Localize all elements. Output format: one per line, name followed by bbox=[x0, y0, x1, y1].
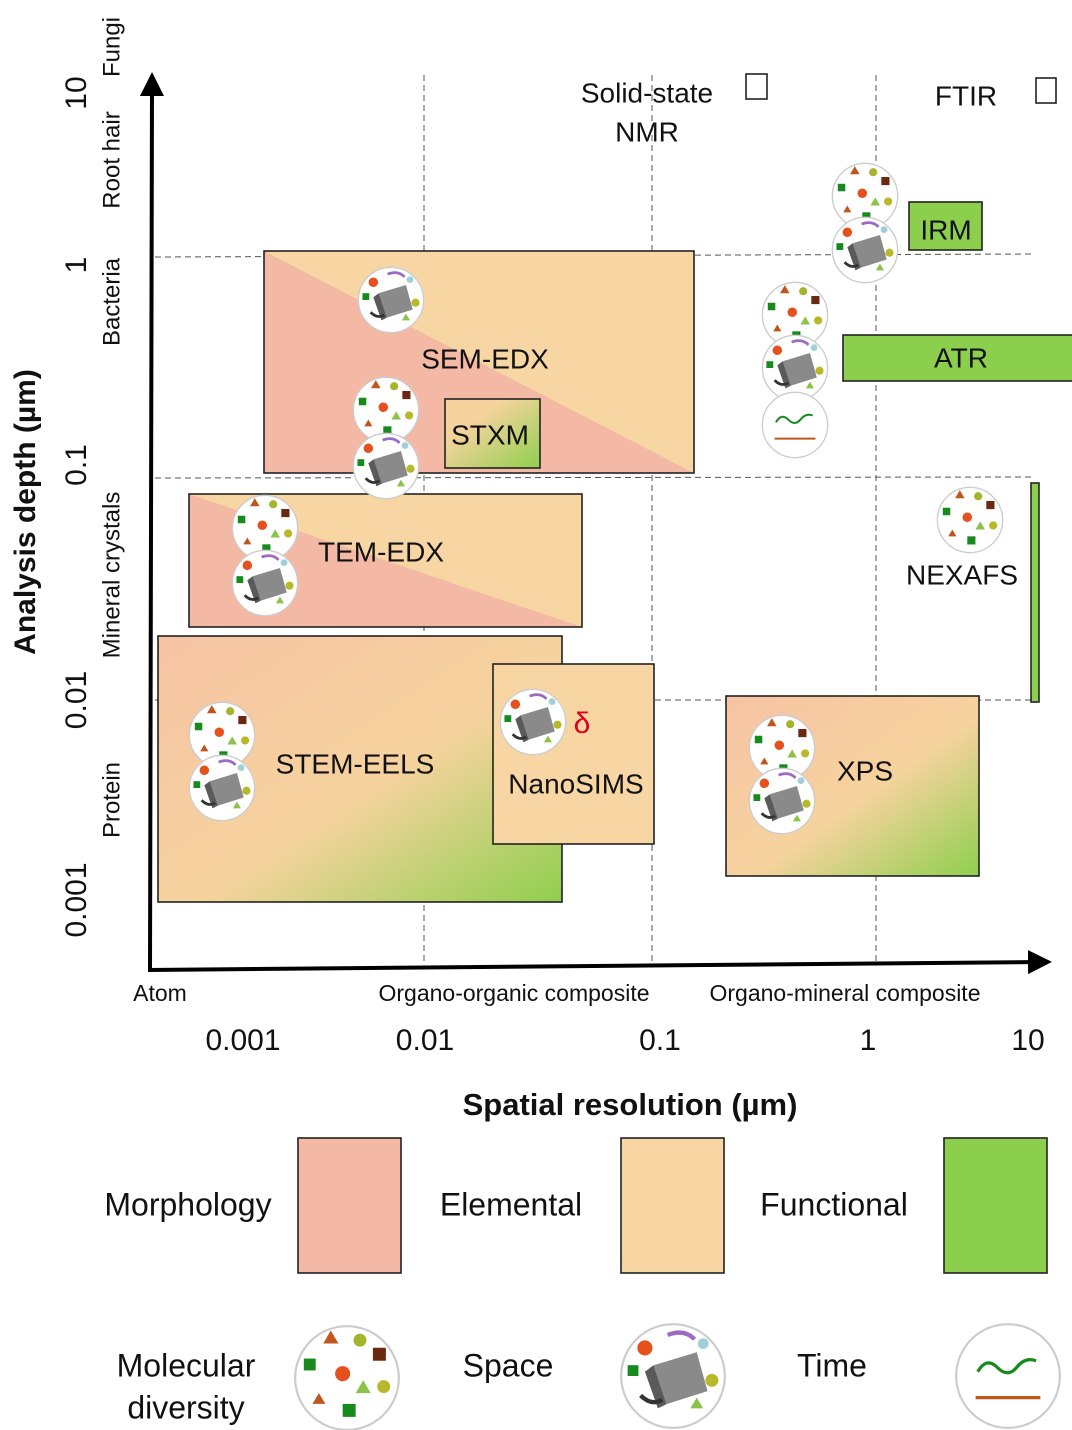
legend-label: diversity bbox=[127, 1389, 244, 1425]
technique-label: SEM-EDX bbox=[421, 343, 549, 374]
x-tick-label: 1 bbox=[860, 1024, 877, 1057]
legend-label: Functional bbox=[760, 1186, 908, 1222]
legend-icon bbox=[295, 1326, 399, 1430]
legend-swatch bbox=[944, 1138, 1047, 1273]
legend-label: Elemental bbox=[440, 1186, 582, 1222]
y-tick-label: 10 bbox=[60, 76, 93, 109]
x-scale-label: Atom bbox=[133, 980, 187, 1006]
technique-label: TEM-EDX bbox=[318, 536, 444, 567]
y-tick-label: 0.01 bbox=[60, 671, 93, 729]
y-axis bbox=[150, 84, 152, 970]
y-tick-label: 1 bbox=[60, 257, 93, 274]
technique-label: Solid-state bbox=[581, 77, 713, 108]
x-tick-label: 0.1 bbox=[639, 1024, 681, 1057]
legend-swatch bbox=[298, 1138, 401, 1273]
y-scale-label: Protein bbox=[98, 762, 125, 838]
y-scale-label: Fungi bbox=[98, 17, 125, 77]
space-icon bbox=[762, 335, 827, 400]
space-icon bbox=[232, 550, 297, 615]
legend-swatch bbox=[621, 1138, 724, 1273]
space-icon bbox=[353, 433, 418, 498]
legend-icon bbox=[621, 1324, 725, 1428]
x-scale-label: Organo-mineral composite bbox=[709, 980, 980, 1006]
legend-label: Space bbox=[463, 1347, 554, 1383]
y-scale-label: Mineral crystals bbox=[98, 492, 125, 659]
x-tick-label: 0.001 bbox=[205, 1024, 280, 1057]
nmr-box bbox=[746, 74, 767, 99]
x-tick-label: 10 bbox=[1011, 1024, 1044, 1057]
legend-label: Morphology bbox=[104, 1186, 271, 1222]
space-icon bbox=[832, 217, 897, 282]
x-axis-title: Spatial resolution (µm) bbox=[463, 1087, 798, 1122]
technique-label: XPS bbox=[837, 755, 893, 786]
technique-label: FTIR bbox=[935, 80, 997, 111]
time-icon bbox=[762, 392, 827, 457]
technique-label: NanoSIMS bbox=[508, 768, 643, 799]
space-icon bbox=[189, 755, 254, 820]
y-tick-label: 0.1 bbox=[60, 444, 93, 486]
space-icon bbox=[358, 267, 423, 332]
legend-icon bbox=[956, 1324, 1060, 1428]
y-scale-label: Bacteria bbox=[98, 257, 125, 346]
y-tick-label: 0.001 bbox=[60, 862, 93, 937]
y-axis-title: Analysis depth (µm) bbox=[9, 369, 42, 655]
y-scale-label: Root hair bbox=[98, 111, 125, 208]
diagram: Solid-state NMR FTIR IRM ATR SEM-EDX STX… bbox=[0, 0, 1072, 1430]
ftir-box bbox=[1036, 78, 1056, 103]
technique-label: IRM bbox=[920, 214, 971, 245]
legend-label: Time bbox=[797, 1347, 867, 1383]
x-tick-label: 0.01 bbox=[396, 1024, 454, 1057]
technique-label: STXM bbox=[451, 419, 529, 450]
space-icon bbox=[749, 768, 814, 833]
diversity-icon bbox=[937, 487, 1002, 552]
x-axis bbox=[148, 962, 1040, 970]
nanosims-box bbox=[493, 664, 654, 844]
technique-label: NEXAFS bbox=[906, 559, 1018, 590]
legend-label: Molecular bbox=[117, 1347, 256, 1383]
technique-label: NMR bbox=[615, 116, 679, 147]
nexafs-bar bbox=[1031, 483, 1039, 702]
space-icon bbox=[500, 689, 565, 754]
technique-label: STEM-EELS bbox=[276, 748, 435, 779]
isotope-annotation: δ bbox=[574, 707, 591, 740]
technique-label: ATR bbox=[934, 342, 988, 373]
x-scale-label: Organo-organic composite bbox=[378, 980, 649, 1006]
